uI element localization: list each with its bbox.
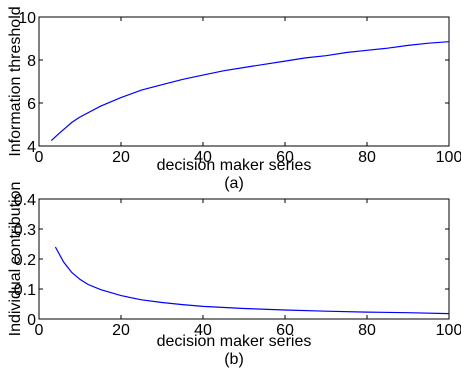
chart-1-x-tick-label: 60 xyxy=(276,149,294,166)
chart-2-x-tick-label: 40 xyxy=(194,322,212,339)
chart-1-y-tick-label: 6 xyxy=(27,96,36,113)
chart-2-y-tick-label: 0.1 xyxy=(14,282,36,299)
chart-2-x-tick-label: 20 xyxy=(112,322,130,339)
chart-2-x-tick-label: 0 xyxy=(35,322,44,339)
chart-1-y-tick-label: 10 xyxy=(18,10,36,27)
chart-1-x-tick-label: 100 xyxy=(436,149,461,166)
chart-2-x-tick-label: 80 xyxy=(358,322,376,339)
chart-1-y-tick-label: 8 xyxy=(27,53,36,70)
chart-2-y-tick-label: 0.2 xyxy=(14,252,36,269)
chart-1-series-line xyxy=(50,41,450,142)
chart-2-y-tick-label: 0.4 xyxy=(14,192,36,209)
chart-1-x-tick-label: 20 xyxy=(112,149,130,166)
chart-1-caption: (a) xyxy=(224,175,244,192)
chart-1-x-tick-label: 0 xyxy=(35,149,44,166)
chart-2-series-line xyxy=(54,246,450,315)
chart-1-x-axis-label: decision maker series xyxy=(157,157,312,174)
chart-2-x-axis-label: decision maker series xyxy=(157,333,312,350)
chart-2-x-tick-label: 60 xyxy=(276,322,294,339)
chart-1-y-tick-label: 4 xyxy=(27,139,36,156)
chart-2-x-tick-label: 100 xyxy=(436,322,461,339)
chart-2-y-tick-label: 0.3 xyxy=(14,222,36,239)
chart-1-x-tick-label: 80 xyxy=(358,149,376,166)
chart-1-y-axis-label: Information threshold xyxy=(7,6,24,156)
chart-1-x-tick-label: 40 xyxy=(194,149,212,166)
chart-1-axes-box xyxy=(38,16,450,147)
chart-2-axes-box xyxy=(38,198,450,320)
chart-2-y-axis-label: Individual contribution xyxy=(7,182,24,337)
chart-2-y-tick-label: 0 xyxy=(27,312,36,329)
chart-2-caption: (b) xyxy=(224,351,244,368)
